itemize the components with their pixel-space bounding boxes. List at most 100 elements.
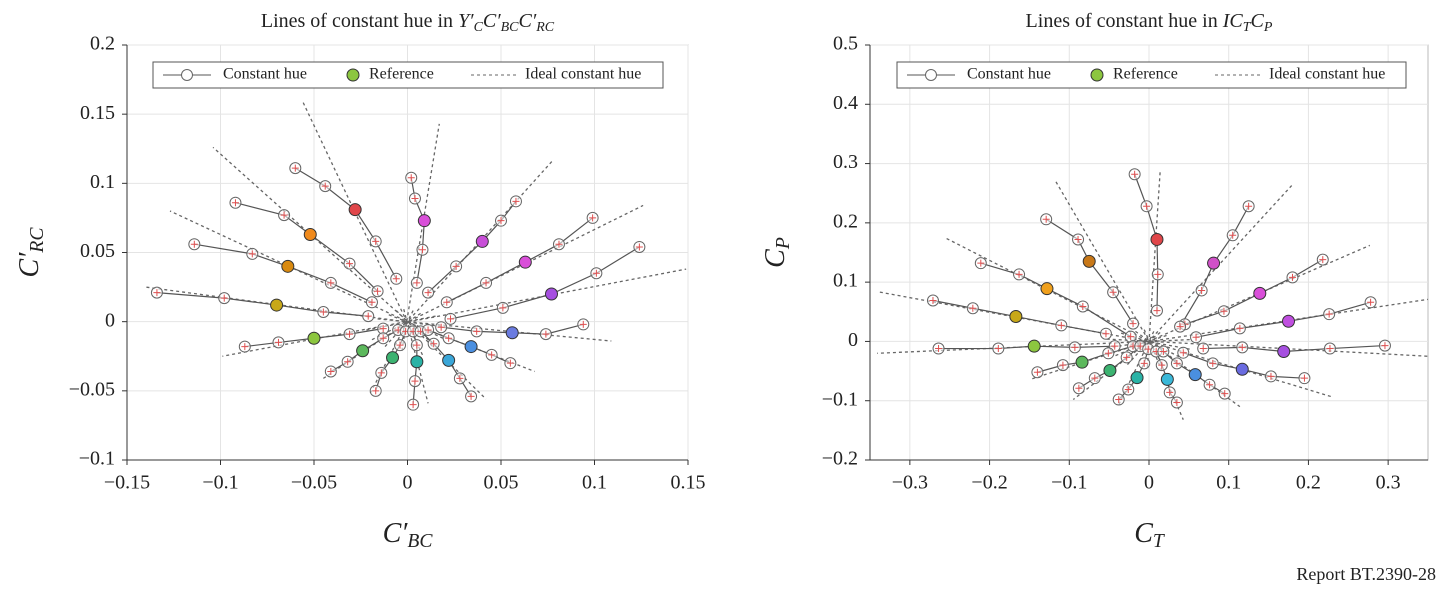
- marker-cross: [1199, 345, 1207, 353]
- reference-marker: [303, 228, 317, 242]
- legend-swatch: [1090, 68, 1104, 82]
- x-axis-label-part: T: [1153, 531, 1166, 552]
- ideal-line: [1115, 244, 1371, 357]
- reference-marker: [442, 353, 456, 367]
- ideal-line: [1127, 185, 1293, 365]
- x-tick-label: −0.05: [291, 472, 337, 494]
- marker-cross: [374, 287, 382, 295]
- marker-cross: [1179, 349, 1187, 357]
- marker-cross: [1074, 235, 1082, 243]
- y-tick-label: 0.1: [833, 270, 858, 292]
- x-tick-label: 0.1: [582, 472, 607, 494]
- marker-cross: [346, 330, 354, 338]
- y-tick-label: −0.1: [822, 388, 858, 410]
- marker-cross: [473, 327, 481, 335]
- reference-marker: [544, 287, 558, 301]
- chart-title-part: Y′: [458, 10, 474, 32]
- reference-marker: [1150, 232, 1164, 246]
- x-axis-label-part: C′: [383, 518, 409, 549]
- marker-cross: [1075, 384, 1083, 392]
- ideal-line: [302, 101, 424, 356]
- marker-cross: [327, 279, 335, 287]
- marker-cross: [321, 182, 329, 190]
- reference-marker: [518, 255, 532, 269]
- y-tick-label: −0.2: [822, 448, 858, 470]
- marker-cross: [1326, 345, 1334, 353]
- reference-marker: [1075, 355, 1089, 369]
- y-axis-label: C′RC: [14, 227, 47, 278]
- marker-cross: [1206, 381, 1214, 389]
- reference-marker: [348, 203, 362, 217]
- reference-marker: [464, 340, 478, 354]
- marker-cross: [1104, 349, 1112, 357]
- ideal-line: [1106, 298, 1429, 349]
- marker-cross: [1173, 359, 1181, 367]
- marker-cross: [437, 323, 445, 331]
- marker-cross: [1173, 398, 1181, 406]
- marker-cross: [1136, 342, 1144, 350]
- marker-cross: [424, 326, 432, 334]
- reference-marker: [410, 355, 424, 369]
- y-tick-label: 0.3: [833, 151, 858, 173]
- marker-cross: [346, 260, 354, 268]
- marker-cross: [555, 240, 563, 248]
- marker-cross: [377, 369, 385, 377]
- marker-cross: [579, 320, 587, 328]
- marker-cross: [1209, 359, 1217, 367]
- chart-title-part: C′: [483, 10, 501, 32]
- x-tick-label: 0.15: [671, 472, 706, 494]
- marker-cross: [512, 197, 520, 205]
- x-tick-label: 0.05: [484, 472, 519, 494]
- marker-cross: [935, 345, 943, 353]
- legend-swatch: [181, 69, 193, 81]
- reference-marker: [1253, 286, 1267, 300]
- y-axis-label-part: RC: [27, 227, 48, 254]
- chart-title-part: BC: [501, 20, 520, 35]
- reference-marker: [1282, 314, 1295, 328]
- chart-title: Lines of constant hue in ICTCP: [1026, 10, 1273, 36]
- marker-cross: [372, 387, 380, 395]
- reference-marker: [1027, 339, 1041, 353]
- reference-marker: [1009, 310, 1023, 324]
- chart-title-part: T: [1243, 20, 1252, 35]
- y-tick-label: 0: [105, 309, 115, 331]
- reference-marker: [505, 326, 519, 340]
- chart-title-part: C: [1251, 10, 1265, 32]
- marker-cross: [482, 279, 490, 287]
- marker-cross: [1159, 348, 1167, 356]
- marker-cross: [411, 377, 419, 385]
- marker-cross: [409, 401, 417, 409]
- marker-cross: [499, 304, 507, 312]
- x-tick-label: −0.15: [104, 472, 150, 494]
- marker-cross: [411, 195, 419, 203]
- ideal-line: [169, 210, 444, 339]
- marker-cross: [407, 174, 415, 182]
- reference-marker: [1130, 371, 1144, 385]
- marker-cross: [1220, 307, 1228, 315]
- marker-cross: [153, 289, 161, 297]
- marker-cross: [280, 211, 288, 219]
- marker-cross: [1245, 202, 1253, 210]
- marker-cross: [364, 312, 372, 320]
- marker-cross: [497, 217, 505, 225]
- x-tick-label: 0: [1144, 472, 1154, 494]
- marker-cross: [635, 243, 643, 251]
- y-tick-label: 0.2: [833, 210, 858, 232]
- legend-swatch: [925, 69, 937, 81]
- ideal-line: [1146, 171, 1161, 367]
- ideal-line: [366, 268, 687, 331]
- marker-cross: [396, 341, 404, 349]
- marker-cross: [418, 246, 426, 254]
- marker-cross: [372, 237, 380, 245]
- marker-cross: [424, 289, 432, 297]
- legend-swatch: [346, 68, 360, 82]
- marker-cross: [379, 334, 387, 342]
- chart-title-part: Lines of constant hue in: [261, 10, 458, 32]
- chart-title-part: C: [474, 20, 484, 35]
- y-axis-label-part: C: [760, 249, 791, 268]
- marker-cross: [1166, 388, 1174, 396]
- marker-cross: [452, 262, 460, 270]
- marker-cross: [1236, 324, 1244, 332]
- legend-label: Ideal constant hue: [1269, 66, 1385, 83]
- marker-cross: [1131, 170, 1139, 178]
